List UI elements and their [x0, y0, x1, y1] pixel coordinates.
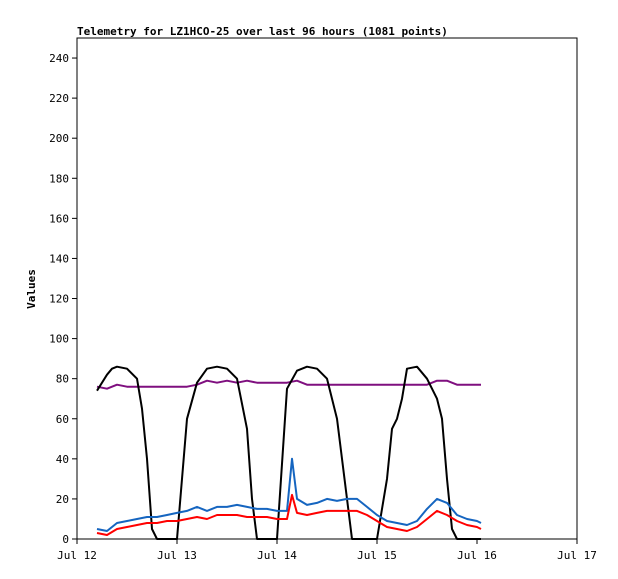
chart-title: Telemetry for LZ1HCO-25 over last 96 hou…	[77, 25, 448, 38]
plot-frame	[76, 37, 578, 540]
x-tick-label: Jul 13	[157, 549, 197, 562]
y-tick-label: 60	[56, 413, 69, 426]
y-tick-label: 140	[49, 252, 69, 265]
y-axis-label: Values	[25, 269, 38, 309]
x-axis: Jul 12 Jul 13 Jul 14 Jul 15 Jul 16 Jul 17	[57, 539, 597, 562]
y-axis: 0 20 40 60 80 100 120 140 160 180 200 220 240	[49, 52, 77, 546]
x-tick-label: Jul 16	[457, 549, 497, 562]
y-tick-label: 80	[56, 373, 69, 386]
y-tick-label: 180	[49, 172, 69, 185]
y-tick-label: 100	[49, 333, 69, 346]
x-tick-label: Jul 12	[57, 549, 97, 562]
x-tick-label: Jul 15	[357, 549, 397, 562]
series-line-3	[96, 493, 482, 536]
y-tick-label: 160	[49, 212, 69, 225]
series-layer	[96, 365, 482, 540]
y-tick-label: 40	[56, 453, 69, 466]
series-line-2	[96, 457, 482, 532]
y-tick-label: 120	[49, 293, 69, 306]
x-tick-label: Jul 17	[557, 549, 597, 562]
y-tick-label: 20	[56, 493, 69, 506]
y-tick-label: 220	[49, 92, 69, 105]
x-tick-label: Jul 14	[257, 549, 297, 562]
y-tick-label: 200	[49, 132, 69, 145]
y-tick-label: 0	[62, 533, 69, 546]
y-tick-label: 240	[49, 52, 69, 65]
series-line-1	[96, 365, 481, 540]
